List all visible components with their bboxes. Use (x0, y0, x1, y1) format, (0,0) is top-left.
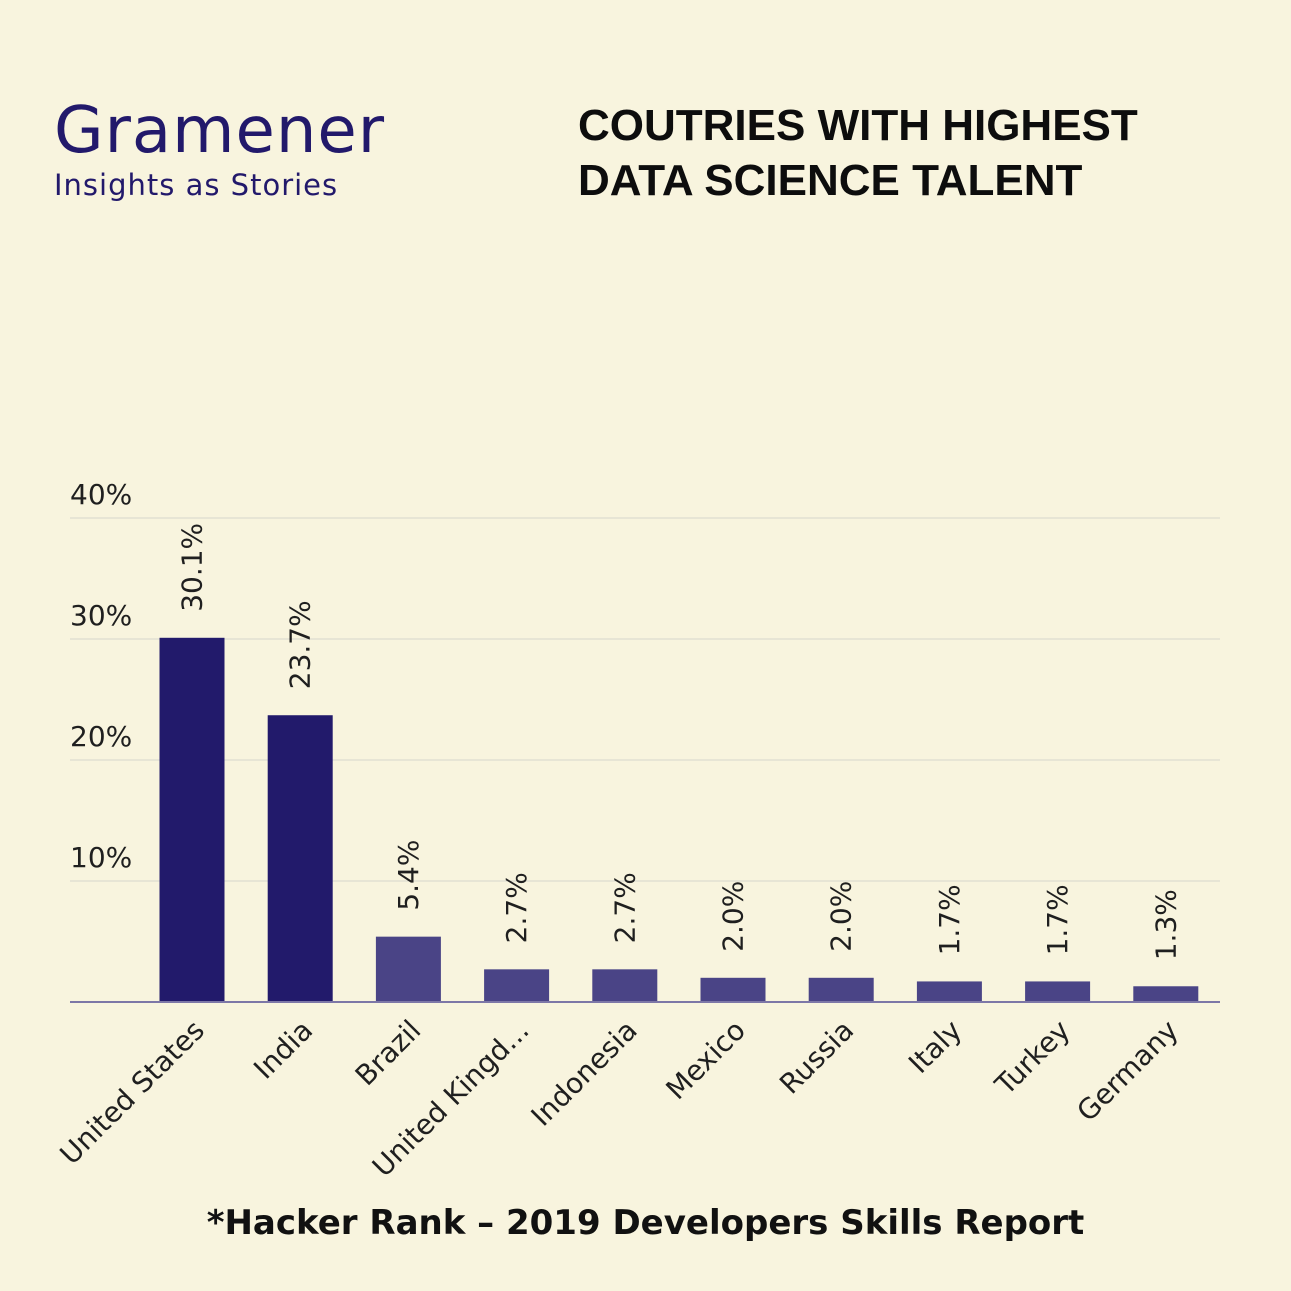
bars (159, 637, 1199, 1002)
bar (484, 969, 550, 1002)
bar (159, 637, 225, 1002)
y-axis: 10% 20% 30% 40% (70, 478, 132, 874)
x-tick-label: United States (54, 1014, 211, 1171)
x-tick-label: Brazil (349, 1014, 428, 1093)
bar (700, 977, 766, 1002)
value-label: 2.7% (500, 872, 533, 943)
x-tick-label: Indonesia (525, 1014, 644, 1133)
x-tick-label: Italy (902, 1014, 968, 1080)
value-label: 2.0% (717, 881, 750, 952)
bar (375, 936, 441, 1002)
value-label: 23.7% (284, 600, 317, 689)
bar (267, 715, 333, 1002)
value-label: 2.7% (608, 872, 641, 943)
bar (916, 981, 982, 1002)
bar (1133, 986, 1199, 1002)
brand-logo: Gramener Insights as Stories (54, 92, 385, 202)
value-label: 1.7% (1041, 884, 1074, 955)
brand-tagline: Insights as Stories (54, 168, 339, 202)
gridlines (70, 517, 1220, 882)
value-labels: 30.1% 23.7% 5.4% 2.7% 2.7% 2.0% 2.0% 1.7% 1.7% 1.… (176, 523, 1183, 960)
x-tick-label: Turkey (988, 1014, 1076, 1102)
y-tick-label: 30% (70, 599, 132, 632)
y-tick-label: 40% (70, 478, 132, 511)
bar (808, 977, 874, 1002)
value-label: 30.1% (176, 523, 209, 612)
source-note: *Hacker Rank – 2019 Developers Skills Re… (206, 1203, 1085, 1243)
y-tick-label: 20% (70, 720, 132, 753)
bar (1025, 981, 1091, 1002)
value-label: 1.7% (933, 884, 966, 955)
chart-title: COUTRIES WITH HIGHEST DATA SCIENCE TALEN… (578, 98, 1238, 208)
chart-title-line-2: DATA SCIENCE TALENT (578, 156, 1083, 205)
x-tick-label: Russia (773, 1014, 860, 1101)
x-tick-label: Germany (1070, 1014, 1184, 1128)
x-tick-label: India (247, 1014, 319, 1086)
value-label: 5.4% (392, 840, 425, 911)
chart-title-line-1: COUTRIES WITH HIGHEST (578, 101, 1138, 150)
value-label: 1.3% (1149, 889, 1182, 960)
y-tick-label: 10% (70, 841, 132, 874)
bar (592, 969, 658, 1002)
value-label: 2.0% (825, 881, 858, 952)
brand-name: Gramener (54, 94, 386, 168)
x-tick-label: Mexico (659, 1014, 751, 1106)
